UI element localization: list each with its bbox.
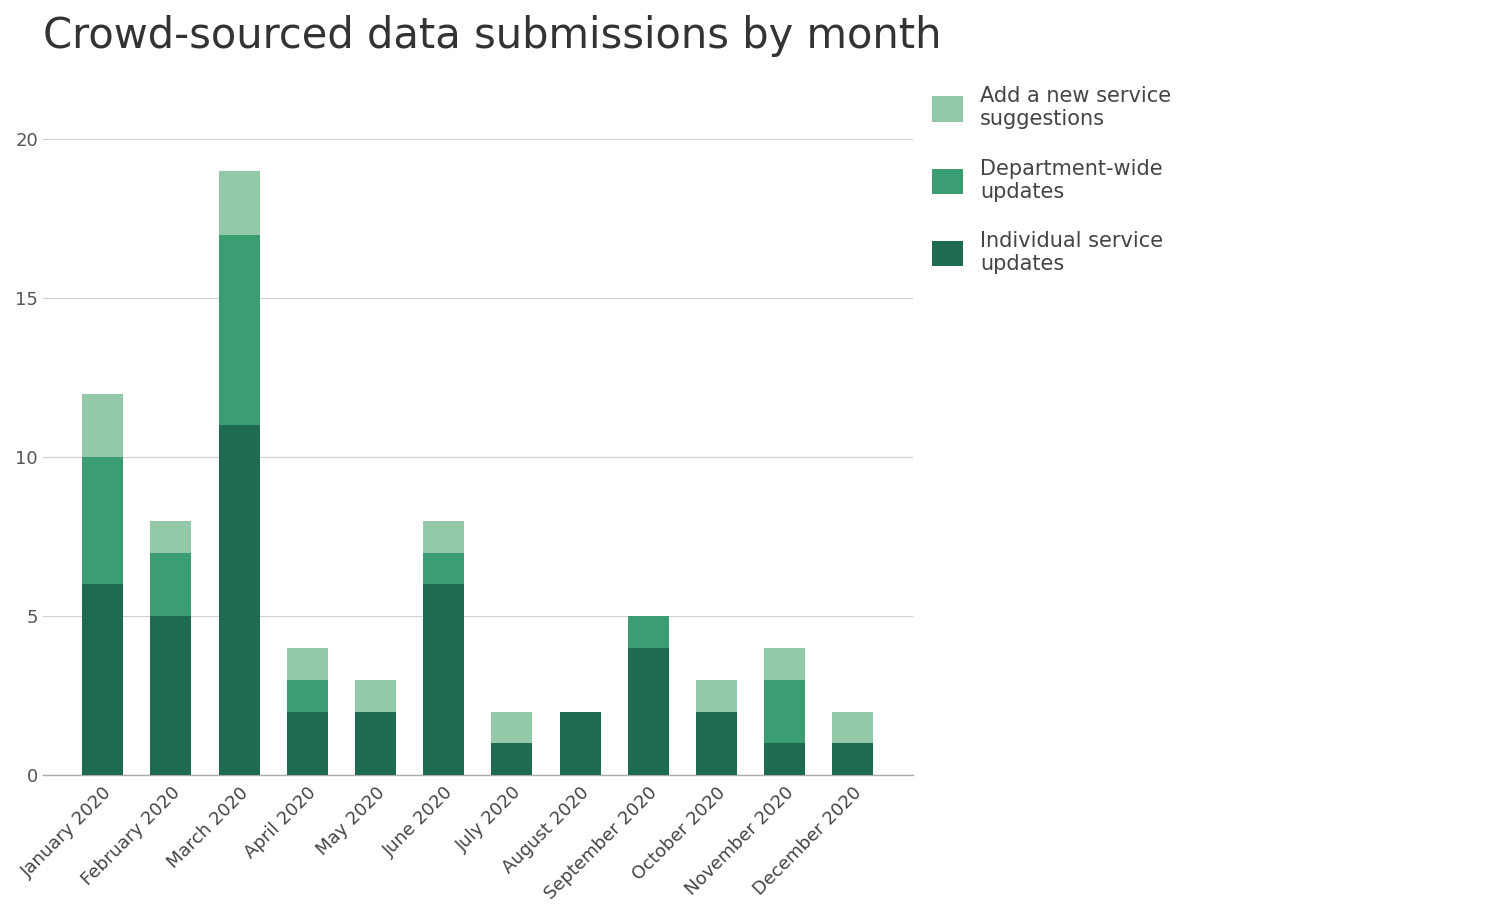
Bar <box>150 521 192 553</box>
Bar <box>424 585 464 775</box>
Bar <box>764 680 805 744</box>
Bar <box>218 425 260 775</box>
Bar <box>695 680 737 711</box>
Bar <box>832 744 874 775</box>
Bar <box>832 711 874 744</box>
Bar <box>82 394 123 457</box>
Bar <box>560 711 600 775</box>
Bar <box>424 553 464 585</box>
Bar <box>287 648 328 680</box>
Bar <box>695 711 737 775</box>
Bar <box>764 744 805 775</box>
Bar <box>492 744 532 775</box>
Bar <box>627 616 669 648</box>
Bar <box>492 711 532 744</box>
Bar <box>82 457 123 585</box>
Bar <box>424 521 464 553</box>
Bar <box>355 680 395 711</box>
Bar <box>82 585 123 775</box>
Text: Crowd-sourced data submissions by month: Crowd-sourced data submissions by month <box>43 15 941 57</box>
Bar <box>218 171 260 235</box>
Bar <box>287 680 328 711</box>
Legend: Add a new service
suggestions, Department-wide
updates, Individual service
updat: Add a new service suggestions, Departmen… <box>932 86 1171 274</box>
Bar <box>150 553 192 616</box>
Bar <box>355 711 395 775</box>
Bar <box>150 616 192 775</box>
Bar <box>627 648 669 775</box>
Bar <box>218 235 260 425</box>
Bar <box>764 648 805 680</box>
Bar <box>287 711 328 775</box>
